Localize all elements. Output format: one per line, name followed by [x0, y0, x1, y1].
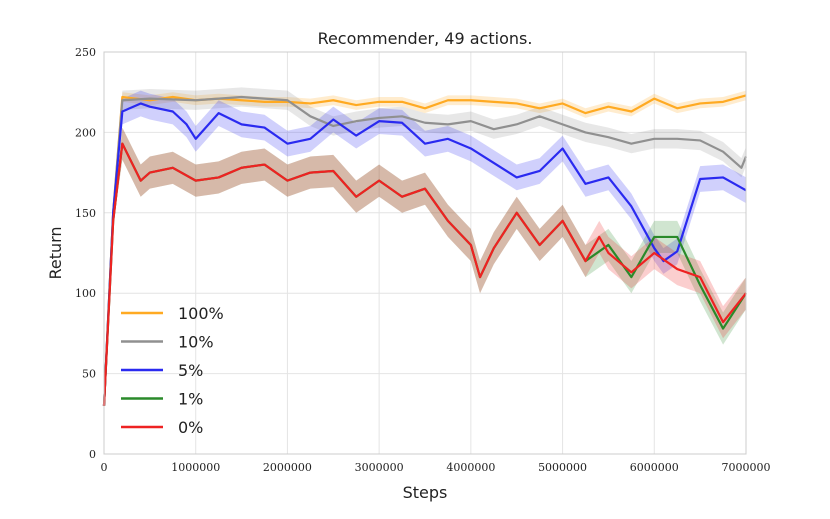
x-tick-label: 6000000: [630, 461, 679, 474]
x-tick-label: 5000000: [538, 461, 587, 474]
x-axis-label: Steps: [403, 483, 448, 502]
legend: 100% 10% 5% 1% 0%: [121, 304, 224, 437]
y-tick-label: 0: [89, 448, 96, 461]
y-tick-label: 250: [75, 46, 96, 59]
x-tick-label: 2000000: [263, 461, 312, 474]
confidence-bands: [104, 87, 746, 411]
x-tick-label: 4000000: [446, 461, 495, 474]
y-axis-label: Return: [46, 226, 65, 279]
series-lines: [102, 94, 748, 406]
series-line-0%: [102, 142, 747, 406]
legend-label: 5%: [178, 361, 203, 380]
band-1%: [104, 127, 746, 411]
legend-label: 10%: [178, 333, 214, 352]
legend-label: 100%: [178, 304, 224, 323]
y-tick-label: 50: [82, 368, 96, 381]
y-tick-label: 200: [75, 126, 96, 139]
legend-label: 1%: [178, 390, 203, 409]
plot-frame: [103, 51, 747, 455]
series-line-5%: [102, 102, 747, 406]
tick-labels: 0 1000000 2000000 3000000 4000000 5000000 6000…: [75, 46, 771, 474]
x-tick-label: 0: [101, 461, 108, 474]
y-tick-label: 150: [75, 207, 96, 220]
x-tick-label: 1000000: [171, 461, 220, 474]
legend-label: 0%: [178, 418, 203, 437]
x-tick-label: 3000000: [355, 461, 404, 474]
x-tick-label: 7000000: [722, 461, 771, 474]
band-5%: [104, 90, 746, 410]
series-line-10%: [102, 95, 748, 406]
band-0%: [104, 127, 746, 411]
chart-title: Recommender, 49 actions.: [318, 29, 533, 48]
y-tick-label: 100: [75, 287, 96, 300]
